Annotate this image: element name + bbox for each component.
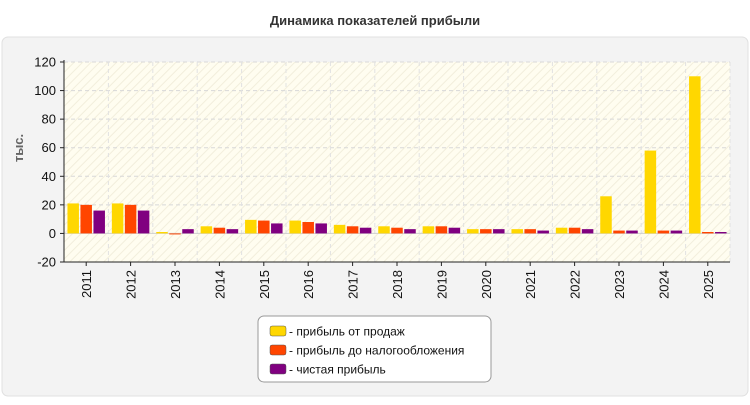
x-tick-label: 2024 [656,270,671,299]
bar [657,230,670,234]
bar [124,204,137,234]
bar [182,229,194,234]
legend-swatch [269,344,287,356]
bar [689,76,701,234]
x-tick-labels: 2011 2012 2013 2014 2015 2016 2017 2018 2019 2020… [79,262,716,299]
bar [226,229,239,234]
bar [213,227,226,234]
bar [93,210,105,234]
bar [600,196,612,234]
bar [613,230,625,234]
x-tick-label: 2022 [568,270,583,299]
bar [271,223,283,234]
x-tick-label: 2018 [390,270,405,299]
bar [315,223,327,234]
legend-box [257,315,492,383]
chart-title: Динамика показателей прибыли [270,13,480,28]
bar [346,226,359,234]
bar [568,227,581,234]
bar [245,219,257,234]
y-tick-label: -20 [37,255,56,270]
bar [422,226,435,234]
bar [715,232,727,234]
y-tick-label: 0 [49,226,56,241]
bar [359,227,372,234]
x-tick-label: 2025 [701,270,716,299]
y-tick-label: 100 [34,83,56,98]
bar [156,232,168,234]
y-tick-label: 80 [42,112,56,127]
y-tick-labels: -20 0 20 40 60 80 100 120 [34,55,64,270]
gridlines [63,61,731,262]
bar [467,229,479,234]
x-tick-label: 2019 [434,270,449,299]
y-tick-label: 40 [42,169,56,184]
bar [333,224,346,234]
y-tick-label: 120 [34,55,56,70]
bar [404,229,416,234]
bar [111,203,124,234]
bar [555,227,568,234]
bars [67,76,727,235]
x-tick-label: 2013 [168,270,183,299]
bar [289,220,301,234]
bar [67,203,79,234]
bar [137,210,150,234]
y-tick-label: 20 [42,197,56,212]
x-tick-label: 2021 [523,270,538,299]
bar [448,227,461,234]
bar [302,222,314,234]
x-tick-label: 2016 [301,270,316,299]
bar [80,204,92,234]
legend-label: - прибыль до налогообложения [289,344,464,358]
y-tick-label: 60 [42,140,56,155]
y-axis-label: тыс. [11,134,26,162]
bar [391,227,403,234]
x-tick-label: 2020 [479,270,494,299]
bar [169,233,181,235]
bar [524,229,536,234]
bar [511,229,523,234]
bar [537,230,549,234]
x-tick-label: 2017 [346,270,361,299]
bar [702,232,714,234]
x-tick-label: 2015 [257,270,272,299]
bar [493,229,505,234]
legend-label: - чистая прибыль [289,363,386,377]
bar [378,226,390,234]
bar [258,220,270,234]
legend-swatch [269,325,287,337]
bar [200,226,213,234]
bar [581,229,594,234]
x-tick-label: 2023 [612,270,627,299]
bar [670,230,683,234]
x-tick-label: 2014 [212,270,227,299]
x-tick-label: 2012 [124,270,139,299]
legend-swatch [269,363,287,375]
bar [480,229,492,234]
bar [644,150,657,234]
legend-label: - прибыль от продаж [289,325,405,339]
x-tick-label: 2011 [79,270,94,298]
bar [626,230,638,234]
legend: - прибыль от продаж - прибыль до налогооб… [257,315,492,383]
bar [435,226,448,234]
